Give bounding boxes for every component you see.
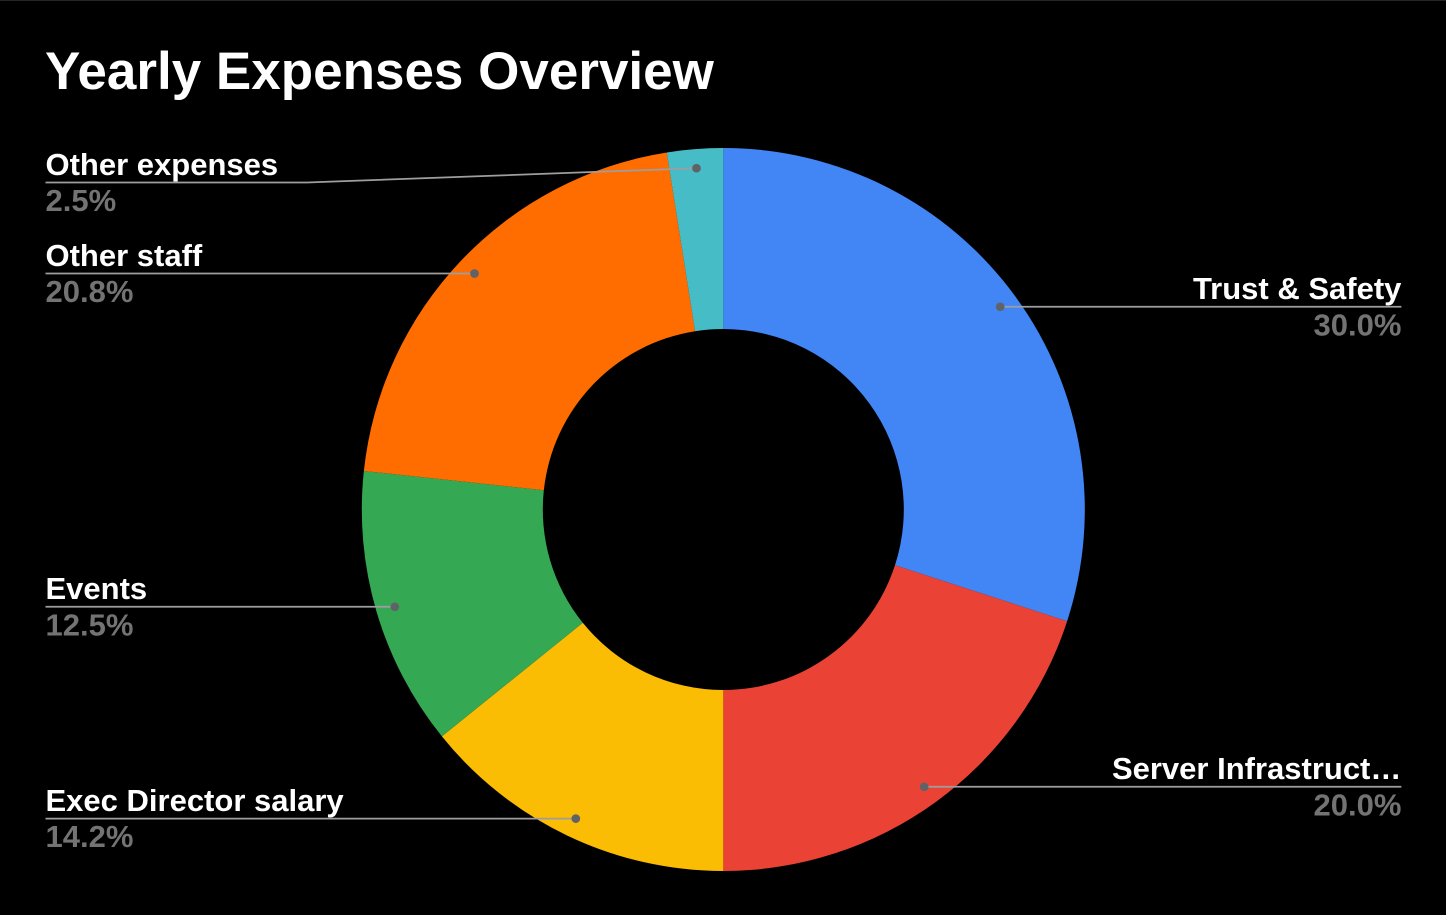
svg-text:Exec Director salary: Exec Director salary xyxy=(46,783,345,818)
svg-text:Yearly Expenses Overview: Yearly Expenses Overview xyxy=(45,42,715,101)
svg-text:Events: Events xyxy=(46,571,148,606)
svg-text:12.5%: 12.5% xyxy=(46,607,134,642)
svg-text:2.5%: 2.5% xyxy=(46,183,117,218)
svg-text:14.2%: 14.2% xyxy=(46,819,134,854)
svg-text:20.8%: 20.8% xyxy=(46,274,134,309)
svg-text:Trust & Safety: Trust & Safety xyxy=(1193,271,1402,306)
svg-text:20.0%: 20.0% xyxy=(1313,787,1401,822)
svg-text:Other expenses: Other expenses xyxy=(46,147,279,182)
svg-text:30.0%: 30.0% xyxy=(1313,307,1401,342)
svg-text:Server Infrastruct…: Server Infrastruct… xyxy=(1112,751,1401,786)
svg-text:Other staff: Other staff xyxy=(46,238,203,273)
